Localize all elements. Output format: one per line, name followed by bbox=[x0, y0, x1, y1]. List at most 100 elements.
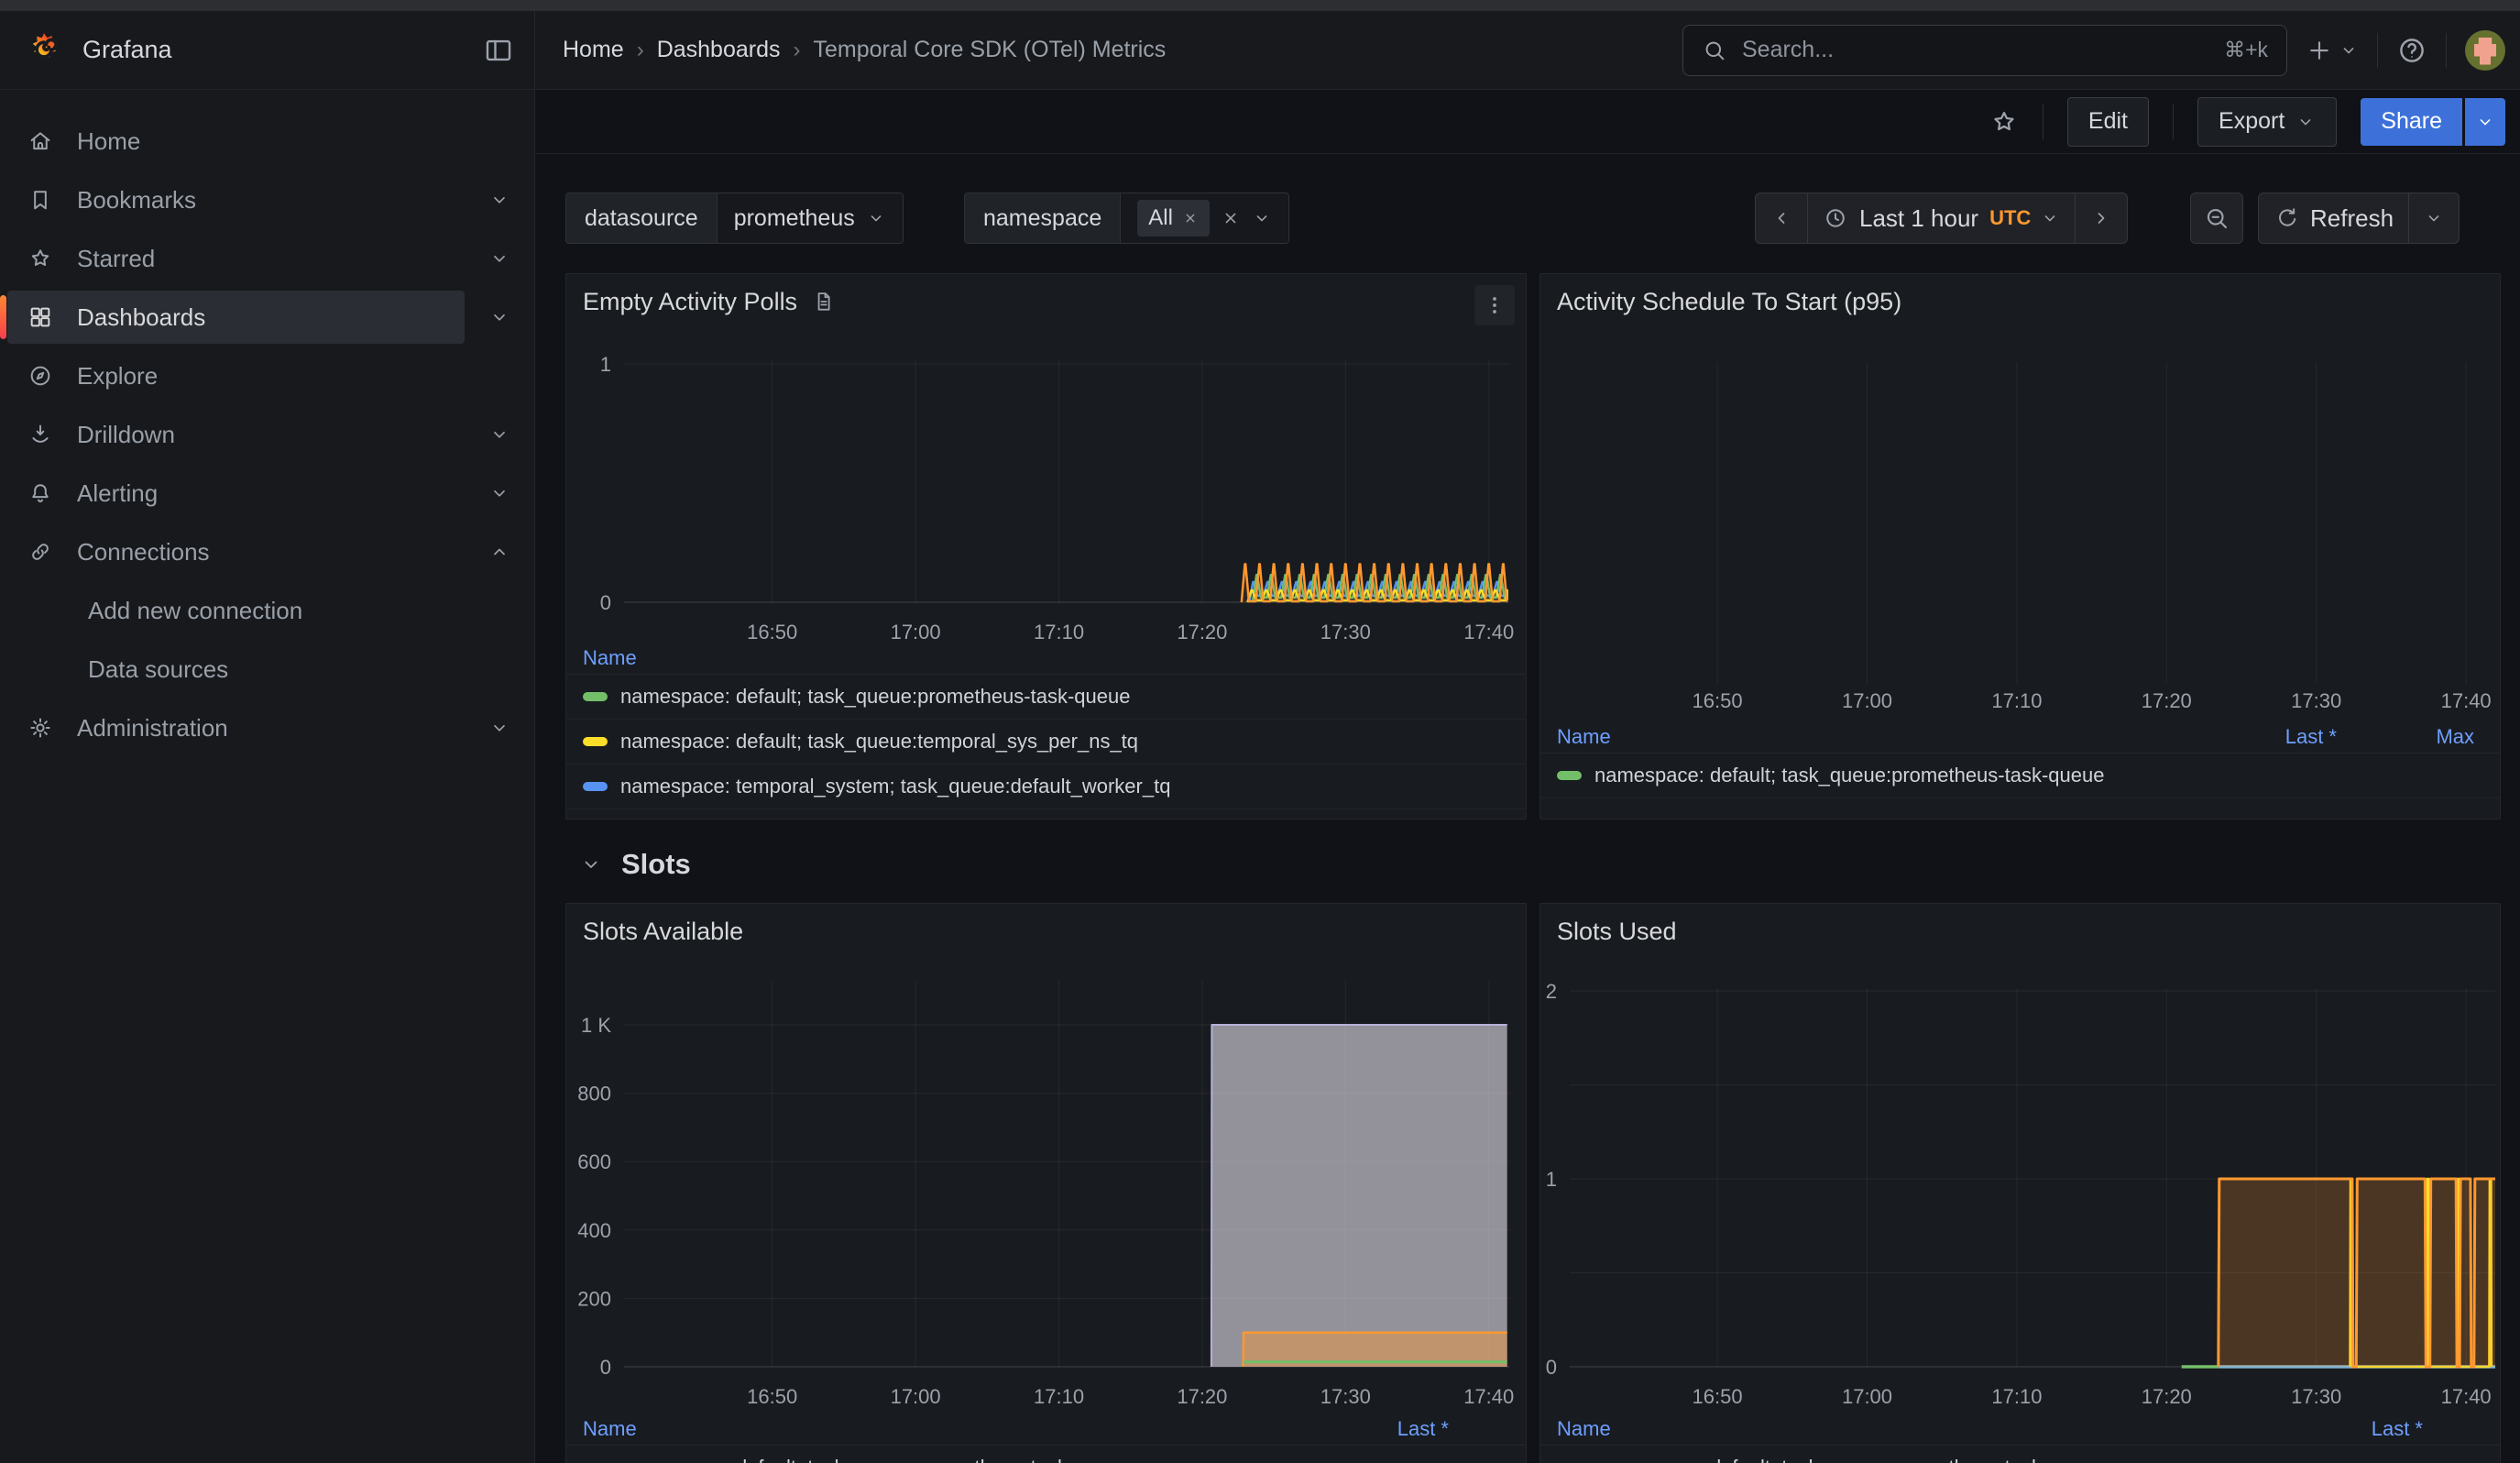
svg-text:17:40: 17:40 bbox=[1463, 621, 1514, 644]
slots-row-toggle[interactable]: Slots bbox=[579, 848, 691, 881]
panel-slots-available: Slots Available 1 K 800 600 400 200 0 16:50 17:0… bbox=[565, 903, 1527, 1463]
search-placeholder: Search... bbox=[1742, 37, 1835, 62]
svg-text:16:50: 16:50 bbox=[1693, 689, 1743, 712]
svg-text:17:10: 17:10 bbox=[1034, 621, 1084, 644]
help-icon[interactable] bbox=[2396, 35, 2427, 66]
chevron-left-icon bbox=[1770, 207, 1792, 229]
sidebar-item-alerting[interactable]: Alerting bbox=[0, 464, 534, 522]
dashboard-toolbar: Edit Export Share bbox=[536, 90, 2520, 154]
divider bbox=[2377, 32, 2378, 68]
refresh-button[interactable]: Refresh bbox=[2259, 193, 2408, 243]
export-button[interactable]: Export bbox=[2197, 96, 2338, 147]
sidebar-item-home[interactable]: Home bbox=[0, 112, 534, 170]
panel-title[interactable]: Slots Used bbox=[1557, 917, 1677, 945]
close-icon[interactable] bbox=[1182, 210, 1199, 226]
brand-area: Grafana bbox=[0, 11, 535, 89]
new-button[interactable] bbox=[2306, 37, 2359, 64]
sidebar-subitem-add-new-connection[interactable]: Add new connection bbox=[88, 596, 303, 624]
user-avatar[interactable] bbox=[2465, 29, 2505, 71]
time-range-picker[interactable]: Last 1 hour UTC bbox=[1808, 193, 2075, 243]
sidebar-item-dashboards[interactable]: Dashboards bbox=[0, 288, 534, 346]
legend-column-last[interactable]: Last * bbox=[2284, 725, 2337, 748]
chevron-down-icon bbox=[2475, 112, 2495, 132]
panel-header: Empty Activity Polls bbox=[566, 274, 1526, 329]
svg-text:16:50: 16:50 bbox=[1693, 1385, 1743, 1408]
legend-row[interactable]: namespace: default; task_queue:prometheu… bbox=[566, 675, 1526, 720]
sidebar-item-administration[interactable]: Administration bbox=[0, 698, 534, 757]
chevron-down-icon[interactable] bbox=[488, 189, 510, 211]
chevron-down-icon bbox=[2295, 112, 2316, 132]
namespace-select[interactable]: All bbox=[1121, 193, 1288, 243]
legend-row[interactable]: namespace: default; task_queue:prometheu… bbox=[566, 1446, 1526, 1463]
share-dropdown-button[interactable] bbox=[2465, 97, 2505, 146]
chevron-down-icon bbox=[2040, 208, 2060, 228]
kebab-icon bbox=[1482, 292, 1507, 318]
clear-icon[interactable] bbox=[1221, 208, 1241, 228]
breadcrumb-item[interactable]: Home bbox=[563, 37, 624, 62]
sidebar-item-label: Home bbox=[77, 126, 141, 155]
home-icon bbox=[27, 128, 53, 154]
svg-text:16:50: 16:50 bbox=[747, 621, 797, 644]
edit-button[interactable]: Edit bbox=[2066, 96, 2150, 147]
panel-menu-button[interactable] bbox=[1474, 285, 1515, 325]
bookmark-icon bbox=[27, 187, 53, 213]
panel-legend: Name Last * Max namespace: default; task_qu… bbox=[1540, 721, 2500, 798]
legend-column-last[interactable]: Last * bbox=[1397, 1417, 1449, 1440]
sidebar-nav: Home Bookmarks Starred Dashboards Explore Dri… bbox=[0, 112, 534, 757]
panel-title[interactable]: Slots Available bbox=[583, 917, 744, 945]
panel-title[interactable]: Empty Activity Polls bbox=[583, 287, 798, 315]
plus-icon bbox=[2306, 37, 2333, 64]
legend-column-name[interactable]: Name bbox=[1557, 725, 1611, 748]
legend-row[interactable]: namespace: default; task_queue:temporal_… bbox=[566, 720, 1526, 764]
legend-row[interactable]: namespace: temporal_system; task_queue:d… bbox=[566, 764, 1526, 809]
panel-title[interactable]: Activity Schedule To Start (p95) bbox=[1557, 287, 1902, 315]
legend-column-name[interactable]: Name bbox=[583, 1417, 637, 1440]
sidebar-item-drilldown[interactable]: Drilldown bbox=[0, 405, 534, 464]
time-forward-button[interactable] bbox=[2076, 193, 2127, 243]
legend-column-max[interactable]: Max bbox=[2436, 725, 2474, 748]
link-icon bbox=[27, 539, 53, 565]
legend-row[interactable]: namespace: default; task_queue:prometheu… bbox=[1540, 1446, 2500, 1463]
grafana-logo[interactable] bbox=[24, 30, 64, 71]
svg-text:17:30: 17:30 bbox=[1320, 621, 1371, 644]
svg-text:17:00: 17:00 bbox=[1842, 1385, 1892, 1408]
legend-row[interactable]: namespace: default; task_queue:prometheu… bbox=[1540, 754, 2500, 798]
zoom-out-button[interactable] bbox=[2190, 192, 2243, 244]
share-button[interactable]: Share bbox=[2361, 97, 2462, 146]
chevron-down-icon[interactable] bbox=[488, 306, 510, 328]
breadcrumb-separator: › bbox=[636, 37, 644, 62]
chevron-up-icon[interactable] bbox=[488, 541, 510, 563]
sidebar-subitem-data-sources[interactable]: Data sources bbox=[88, 654, 229, 683]
refresh-controls: Refresh bbox=[2258, 192, 2460, 244]
svg-text:17:10: 17:10 bbox=[1991, 689, 2042, 712]
dock-menu-icon[interactable] bbox=[483, 35, 514, 66]
svg-text:200: 200 bbox=[577, 1287, 611, 1310]
sidebar-item-explore[interactable]: Explore bbox=[0, 346, 534, 405]
svg-text:600: 600 bbox=[577, 1150, 611, 1173]
breadcrumb-item[interactable]: Dashboards bbox=[656, 37, 781, 62]
namespace-tag[interactable]: All bbox=[1137, 200, 1210, 236]
sidebar-item-starred[interactable]: Starred bbox=[0, 229, 534, 288]
chevron-down-icon[interactable] bbox=[488, 248, 510, 270]
chevron-down-icon[interactable] bbox=[488, 424, 510, 446]
panel-slots-used: Slots Used 2 1 0 16:50 17:00 17:10 17:20 17:30 17… bbox=[1539, 903, 2501, 1463]
star-dashboard-icon[interactable] bbox=[1989, 107, 2019, 137]
chevron-down-icon[interactable] bbox=[488, 482, 510, 504]
series-label: namespace: default; task_queue:prometheu… bbox=[1594, 764, 2105, 786]
sidebar-item-bookmarks[interactable]: Bookmarks bbox=[0, 170, 534, 229]
legend-column-name[interactable]: Name bbox=[1557, 1417, 1611, 1440]
legend-column-name[interactable]: Name bbox=[583, 646, 637, 669]
panel-description-icon[interactable] bbox=[812, 290, 836, 314]
svg-text:2: 2 bbox=[1546, 980, 1557, 1003]
search-input[interactable]: Search... ⌘+k bbox=[1682, 24, 2287, 76]
series-color-pill bbox=[583, 782, 608, 791]
chevron-down-icon[interactable] bbox=[488, 717, 510, 739]
sidebar-item-connections[interactable]: Connections bbox=[0, 522, 534, 581]
refresh-interval-dropdown[interactable] bbox=[2409, 193, 2459, 243]
legend-column-last[interactable]: Last * bbox=[2371, 1417, 2423, 1440]
chevron-down-icon bbox=[2339, 40, 2359, 60]
svg-text:17:20: 17:20 bbox=[1177, 621, 1227, 644]
datasource-select[interactable]: prometheus bbox=[718, 193, 903, 243]
time-back-button[interactable] bbox=[1756, 193, 1807, 243]
zoom-out-icon bbox=[2203, 204, 2230, 232]
